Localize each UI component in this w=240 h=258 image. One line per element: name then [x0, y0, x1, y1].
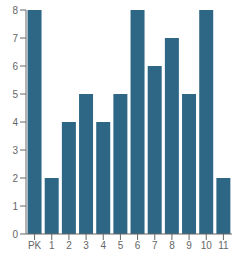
- svg-text:1: 1: [49, 240, 55, 251]
- svg-text:5: 5: [12, 89, 18, 100]
- svg-text:6: 6: [135, 240, 141, 251]
- svg-text:7: 7: [152, 240, 158, 251]
- svg-text:4: 4: [12, 117, 18, 128]
- svg-text:PK: PK: [28, 240, 42, 251]
- svg-text:8: 8: [169, 240, 175, 251]
- svg-text:10: 10: [201, 240, 213, 251]
- svg-text:5: 5: [118, 240, 124, 251]
- svg-text:1: 1: [12, 201, 18, 212]
- svg-text:2: 2: [12, 173, 18, 184]
- svg-text:9: 9: [186, 240, 192, 251]
- svg-text:0: 0: [12, 229, 18, 240]
- svg-text:3: 3: [12, 145, 18, 156]
- svg-text:3: 3: [83, 240, 89, 251]
- svg-text:4: 4: [100, 240, 106, 251]
- svg-text:11: 11: [218, 240, 229, 251]
- svg-text:6: 6: [12, 61, 18, 72]
- svg-text:8: 8: [12, 5, 18, 16]
- svg-text:7: 7: [12, 33, 18, 44]
- svg-text:2: 2: [66, 240, 72, 251]
